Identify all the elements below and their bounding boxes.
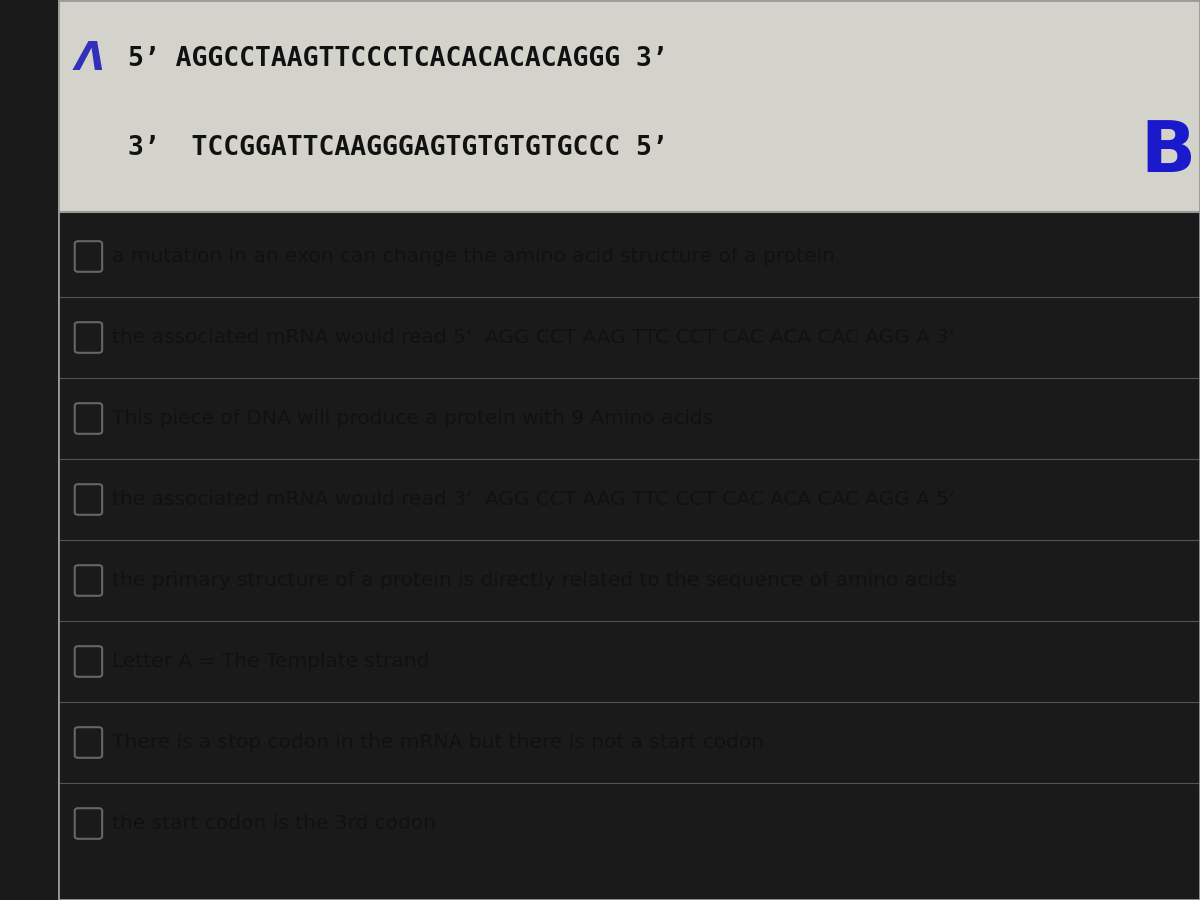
- Text: B: B: [1140, 118, 1195, 187]
- Text: the start codon is the 3rd codon: the start codon is the 3rd codon: [113, 814, 437, 833]
- Text: Λ: Λ: [74, 40, 104, 78]
- Text: This piece of DNA will produce a protein with 9 Amino acids: This piece of DNA will produce a protein…: [113, 409, 714, 428]
- Text: 3’  TCCGGATTCAAGGGAGTGTGTGTGCCC 5’: 3’ TCCGGATTCAAGGGAGTGTGTGTGCCC 5’: [128, 135, 668, 161]
- Text: the primary structure of a protein is directly related to the sequence of amino : the primary structure of a protein is di…: [113, 571, 958, 590]
- Text: There is a stop codon in the mRNA but there is not a start codon: There is a stop codon in the mRNA but th…: [113, 733, 764, 752]
- Text: 5’ AGGCCTAAGTTCCCTCACACACACAGGG 3’: 5’ AGGCCTAAGTTCCCTCACACACACAGGG 3’: [128, 46, 668, 72]
- Text: the associated mRNA would read 5’  AGG CCT AAG TTC CCT CAC ACA CAC AGG A 3’: the associated mRNA would read 5’ AGG CC…: [113, 328, 955, 347]
- Text: Letter A = The Template strand: Letter A = The Template strand: [113, 652, 430, 671]
- Text: a mutation in an exon can change the amino acid structure of a protein: a mutation in an exon can change the ami…: [113, 247, 835, 266]
- Text: the associated mRNA would read 3’  AGG CCT AAG TTC CCT CAC ACA CAC AGG A 5’: the associated mRNA would read 3’ AGG CC…: [113, 490, 955, 509]
- Bar: [58, 0, 1200, 212]
